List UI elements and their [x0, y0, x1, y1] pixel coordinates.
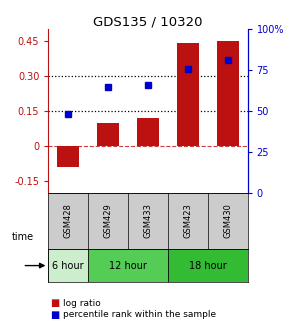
Bar [48, 249, 88, 282]
Text: GSM429: GSM429 [104, 203, 113, 238]
Text: GSM423: GSM423 [183, 203, 192, 238]
Text: percentile rank within the sample: percentile rank within the sample [63, 310, 216, 319]
Bar [88, 249, 168, 282]
Bar [217, 41, 239, 146]
Text: ■: ■ [50, 299, 59, 308]
Bar [57, 146, 79, 167]
Title: GDS135 / 10320: GDS135 / 10320 [93, 15, 203, 28]
Text: GSM430: GSM430 [223, 203, 232, 238]
Bar [137, 118, 159, 146]
Text: ■: ■ [50, 310, 59, 319]
Text: GSM428: GSM428 [64, 203, 73, 238]
Text: 12 hour: 12 hour [109, 261, 147, 270]
Bar [168, 249, 248, 282]
Text: 18 hour: 18 hour [189, 261, 226, 270]
Bar [177, 43, 199, 146]
Bar [97, 123, 119, 146]
Text: GSM433: GSM433 [144, 203, 152, 238]
Text: log ratio: log ratio [63, 299, 101, 308]
Text: time: time [11, 232, 33, 242]
Text: 6 hour: 6 hour [52, 261, 84, 270]
